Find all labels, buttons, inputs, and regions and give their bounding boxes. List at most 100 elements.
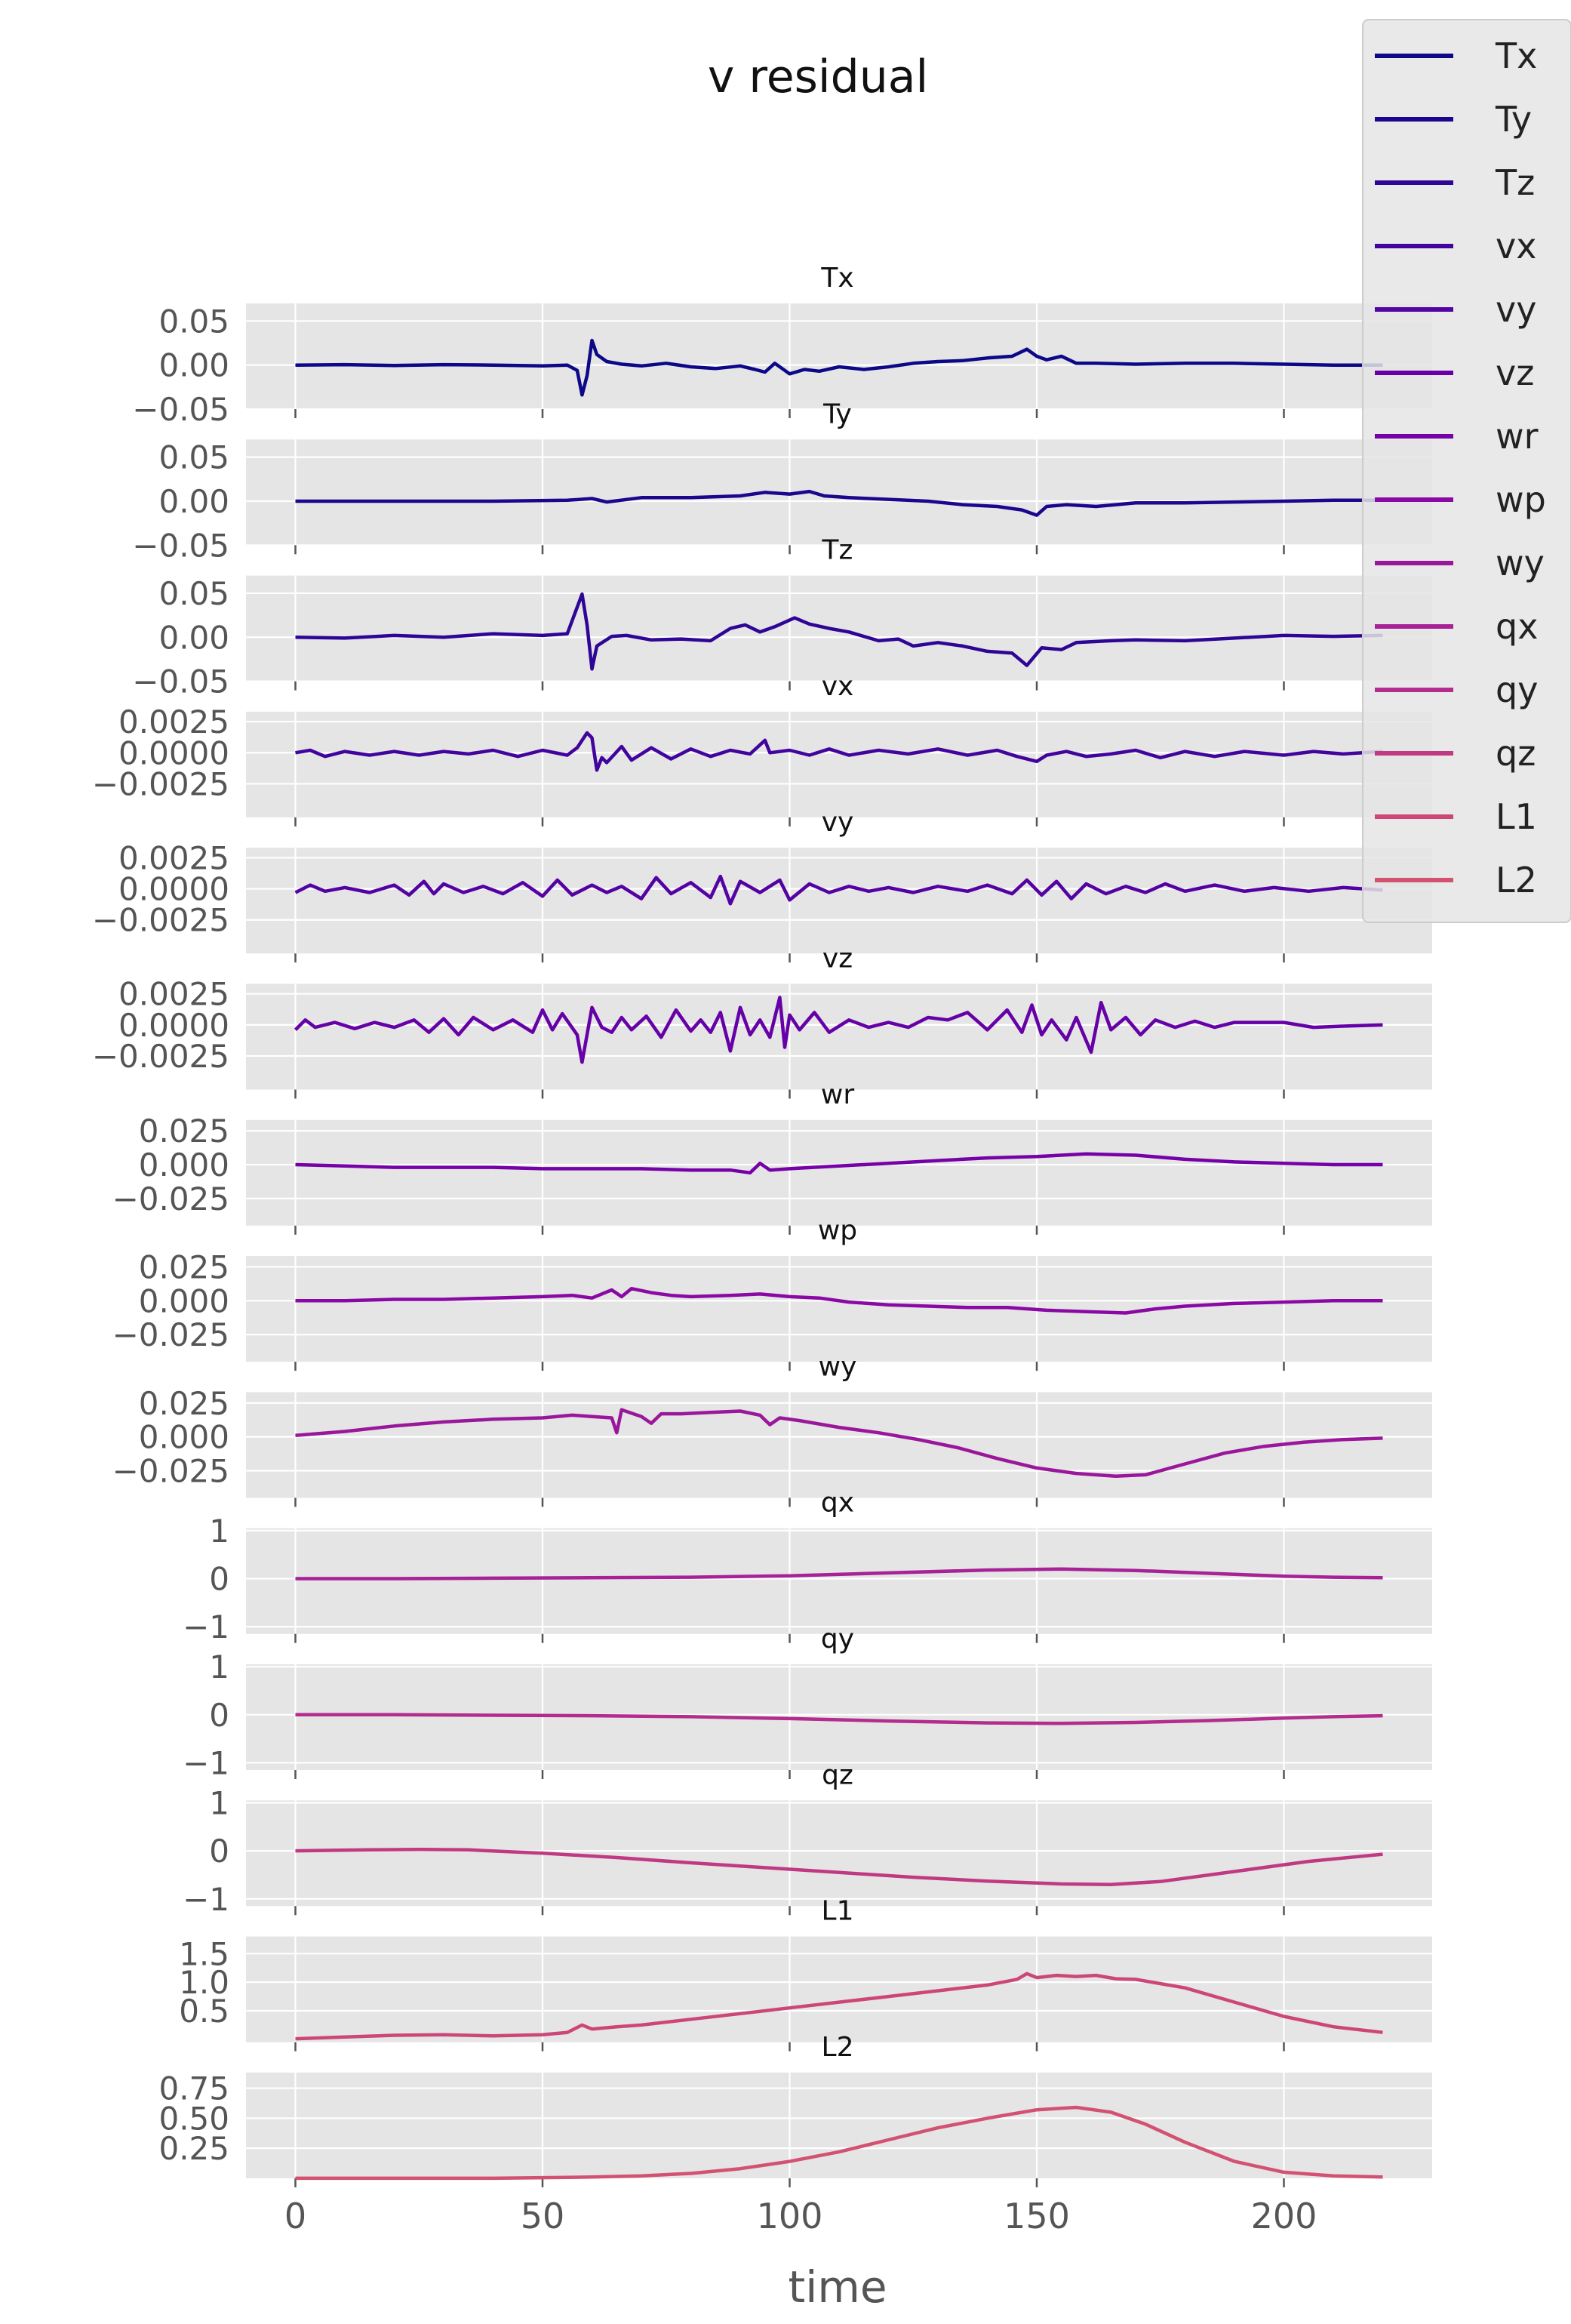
series-line-Tx	[295, 338, 1383, 397]
legend-label-Tz: Tz	[1495, 162, 1535, 203]
subplot-qy: −1 0 1 qy	[183, 1624, 1432, 1781]
y-tick-label: 0.0025	[118, 703, 229, 740]
y-tick-label: −0.05	[132, 391, 229, 428]
subplot-title: Ty	[822, 399, 852, 429]
y-tick-label: 1.5	[179, 1935, 229, 1972]
subplot-title: wr	[821, 1079, 854, 1110]
subplot-background	[246, 575, 1432, 682]
legend-label-vy: vy	[1496, 289, 1536, 330]
y-tick-label: 0.025	[139, 1385, 229, 1422]
y-tick-label: −0.025	[112, 1453, 229, 1490]
subplot-Tz: −0.05 0.00 0.05 Tz	[132, 535, 1432, 700]
y-tick-label: 0.0000	[118, 1007, 229, 1044]
series-line-wy	[295, 1408, 1383, 1478]
subplot-qz: −1 0 1 qz	[183, 1759, 1432, 1918]
series-line-vx	[295, 731, 1383, 772]
subplot-Ty: −0.05 0.00 0.05 Ty	[132, 399, 1432, 564]
y-tick-label: −0.05	[132, 527, 229, 564]
subplot-qx: −1 0 1 qx	[183, 1488, 1432, 1645]
subplot-background	[246, 1392, 1432, 1498]
y-tick-label: 0.0025	[118, 976, 229, 1013]
legend-label-qy: qy	[1496, 669, 1538, 710]
legend-label-wr: wr	[1496, 416, 1539, 457]
series-line-vz	[294, 996, 1383, 1064]
y-tick-label: 0.5	[179, 1993, 229, 2030]
legend-label-qz: qz	[1496, 733, 1536, 774]
y-tick-label: 0.25	[158, 2130, 229, 2167]
x-tick-label: 0	[284, 2196, 306, 2236]
series-line-vy	[294, 874, 1383, 906]
series-line-qz	[295, 1847, 1383, 1886]
y-tick-label: 1	[209, 1784, 229, 1821]
subplot-title: qz	[822, 1759, 853, 1790]
y-tick-label: 1.0	[179, 1964, 229, 2001]
x-tick-label: 100	[757, 2196, 823, 2236]
subplot-title: Tx	[820, 263, 853, 294]
subplot-background	[246, 1936, 1432, 2042]
legend-label-Tx: Tx	[1495, 35, 1537, 76]
series-line-qx	[295, 1567, 1383, 1581]
legend-label-L1: L1	[1496, 796, 1537, 837]
y-tick-label: 1	[209, 1513, 229, 1550]
y-tick-label: 0.05	[158, 439, 229, 476]
subplot-title: wp	[818, 1215, 857, 1246]
series-line-Ty	[295, 489, 1383, 517]
chart-title: v residual	[708, 51, 928, 103]
y-tick-label: 0	[209, 1561, 229, 1598]
y-tick-label: 0.05	[158, 575, 229, 612]
y-tick-label: 0.0000	[118, 871, 229, 908]
y-tick-label: −0.0025	[92, 765, 229, 802]
y-tick-label: −1	[183, 1608, 229, 1645]
subplot-background	[246, 1119, 1432, 1226]
y-tick-label: −1	[183, 1744, 229, 1781]
x-axis-label: time	[788, 2261, 887, 2313]
subplot-background	[246, 711, 1432, 817]
subplot-background	[246, 439, 1432, 546]
y-tick-label: 0.000	[139, 1282, 229, 1319]
subplot-title: vy	[822, 807, 854, 838]
legend-label-vz: vz	[1496, 352, 1534, 393]
y-tick-label: 0.05	[158, 303, 229, 340]
subplot-title: vx	[822, 671, 854, 702]
x-axis: 0 50 100 150 200	[284, 2196, 1317, 2236]
legend-label-L2: L2	[1496, 860, 1537, 900]
subplot-title: vz	[822, 943, 853, 974]
series-line-wr	[295, 1152, 1383, 1175]
subplot-background	[246, 1256, 1432, 1362]
series-line-L1	[295, 1972, 1383, 2041]
subplot-title: qy	[821, 1624, 854, 1655]
subplot-title: wy	[819, 1351, 857, 1382]
x-tick-label: 150	[1004, 2196, 1070, 2236]
series-line-qy	[295, 1713, 1383, 1725]
y-tick-label: 0	[209, 1833, 229, 1870]
subplot-Tx: −0.05 0.00 0.05 Tx	[132, 263, 1432, 428]
legend-label-wy: wy	[1496, 543, 1545, 583]
y-tick-label: 0.0025	[118, 839, 229, 876]
y-tick-label: 0.75	[158, 2070, 229, 2107]
subplot-background	[246, 1664, 1432, 1770]
y-tick-label: 0.00	[158, 483, 229, 520]
legend-label-Ty: Ty	[1495, 99, 1532, 140]
y-tick-label: 0.00	[158, 619, 229, 656]
series-line-wp	[295, 1286, 1383, 1315]
y-tick-label: 1	[209, 1648, 229, 1685]
subplot-title: qx	[821, 1488, 854, 1519]
y-tick-label: −0.0025	[92, 902, 229, 939]
subplot-background	[246, 848, 1432, 954]
y-tick-label: 0.0000	[118, 734, 229, 771]
y-tick-label: −1	[183, 1881, 229, 1918]
legend-box	[1362, 19, 1571, 923]
y-tick-label: 0.00	[158, 347, 229, 384]
legend-label-qx: qx	[1496, 606, 1538, 647]
legend-label-wp: wp	[1496, 479, 1546, 520]
y-tick-label: 0.50	[158, 2100, 229, 2137]
subplot-background	[246, 1528, 1432, 1634]
subplot-background	[246, 1800, 1432, 1907]
subplot-background	[246, 983, 1432, 1090]
